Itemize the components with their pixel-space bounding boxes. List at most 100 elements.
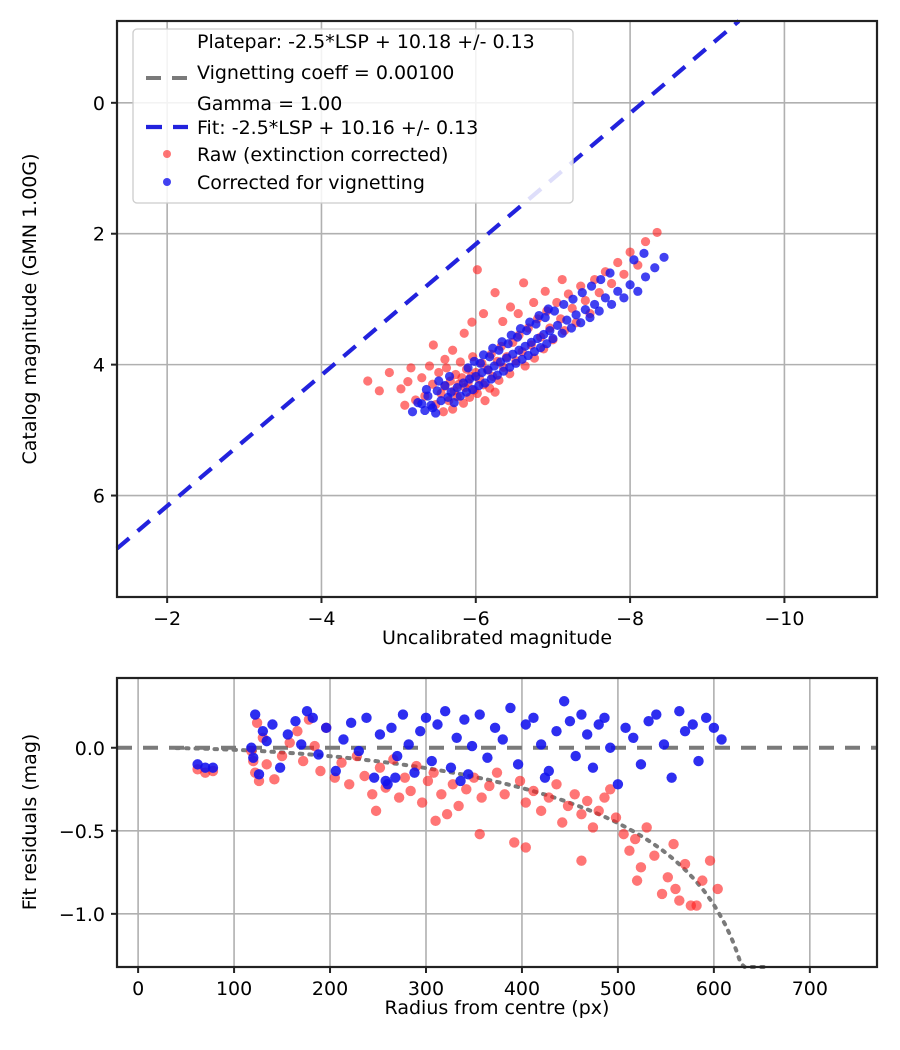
residual-point-corrected	[307, 712, 318, 724]
x-tick-label: 200	[312, 978, 348, 1000]
scatter-point-raw	[363, 376, 373, 386]
residual-point-corrected	[426, 755, 437, 767]
scatter-point-corrected	[659, 252, 669, 262]
scatter-point-corrected	[407, 407, 418, 417]
x-tick-label: 100	[216, 978, 252, 1000]
residual-point-corrected	[386, 722, 397, 734]
residual-point-raw	[359, 770, 370, 782]
scatter-point-corrected	[600, 293, 611, 303]
scatter-point-corrected	[444, 371, 455, 382]
residual-point-raw	[370, 805, 382, 817]
scatter-point-corrected	[629, 255, 639, 265]
residual-point-corrected	[361, 712, 372, 724]
legend-label-raw: Raw (extinction corrected)	[197, 144, 448, 166]
scatter-point-raw	[374, 386, 384, 396]
residual-point-corrected	[628, 732, 639, 743]
scatter-point-raw	[424, 361, 435, 371]
legend-label-vignetting-coeff: Vignetting coeff = 0.00100	[197, 62, 454, 84]
residual-point-corrected	[390, 772, 401, 783]
residual-point-corrected	[282, 729, 294, 740]
residual-point-corrected	[257, 725, 269, 737]
residual-point-raw	[292, 725, 303, 737]
scatter-point-raw	[448, 345, 458, 355]
residual-point-raw	[624, 845, 635, 856]
residual-point-corrected	[605, 742, 616, 753]
residual-point-raw	[535, 805, 547, 817]
residual-point-raw	[569, 789, 580, 800]
legend-label-gamma: Gamma = 1.00	[197, 93, 342, 115]
top-x-axis-label: Uncalibrated magnitude	[382, 627, 612, 649]
scatter-point-raw	[619, 269, 629, 279]
scatter-point-raw	[403, 377, 413, 387]
scatter-point-corrected	[605, 268, 615, 278]
top-x-tick-labels: −2 −4 −6 −8 −10	[153, 608, 804, 630]
residual-point-corrected	[570, 750, 581, 762]
residual-point-corrected	[338, 734, 349, 745]
residual-point-corrected	[451, 732, 462, 743]
scatter-point-raw	[428, 340, 438, 350]
residual-point-raw	[543, 792, 555, 803]
scatter-point-raw	[400, 400, 410, 410]
residual-point-raw	[251, 717, 263, 729]
x-tick-label: 400	[504, 978, 540, 1000]
scatter-point-corrected	[590, 299, 600, 310]
residual-point-corrected	[564, 715, 576, 727]
bottom-tickmarks	[111, 746, 811, 973]
residual-point-raw	[599, 792, 610, 803]
scatter-point-raw	[613, 257, 623, 268]
scatter-point-raw	[640, 236, 651, 247]
residual-point-corrected	[274, 762, 286, 773]
scatter-point-raw	[478, 308, 489, 319]
legend-box	[132, 28, 574, 204]
x-tick-label: −10	[764, 608, 804, 630]
residual-point-corrected	[439, 706, 451, 717]
legend-swatch-corrected-dot-blue	[163, 178, 171, 186]
x-tick-label: 700	[792, 978, 828, 1000]
scatter-point-corrected	[488, 343, 498, 353]
bottom-y-axis-label: Fit residuals (mag)	[19, 734, 41, 911]
residual-point-corrected	[374, 729, 386, 740]
residual-point-raw	[562, 800, 574, 812]
residual-point-raw	[405, 785, 416, 797]
residual-point-raw	[393, 792, 405, 803]
residual-point-corrected	[200, 762, 211, 773]
residual-point-raw	[261, 759, 272, 770]
scatter-point-corrected	[432, 386, 442, 396]
residual-point-corrected	[520, 719, 531, 730]
residual-point-corrected	[551, 725, 562, 737]
legend-swatch-raw-dot-red	[163, 150, 171, 158]
scatter-point-corrected	[421, 384, 432, 395]
residual-point-corrected	[576, 709, 587, 720]
scatter-point-raw	[505, 302, 516, 312]
residual-point-raw	[656, 888, 668, 900]
bottom-axes-frame	[115, 676, 879, 969]
residual-point-raw	[336, 757, 347, 768]
residual-point-corrected	[466, 740, 478, 752]
residual-point-corrected	[249, 709, 261, 720]
scatter-point-raw	[540, 286, 550, 296]
scatter-point-corrected	[413, 398, 423, 408]
residual-point-corrected	[497, 734, 508, 745]
residual-point-raw	[520, 842, 531, 853]
scatter-point-corrected	[613, 286, 623, 296]
scatter-point-raw	[384, 367, 394, 378]
residual-point-raw	[484, 780, 495, 792]
residual-point-corrected	[432, 719, 443, 730]
residual-point-corrected	[643, 715, 654, 727]
scatter-point-corrected	[420, 405, 430, 416]
legend-label-fit: Fit: -2.5*LSP + 10.16 +/- 0.13	[197, 117, 478, 139]
scatter-point-corrected	[548, 333, 558, 344]
x-tick-label: −2	[153, 608, 181, 630]
residual-point-corrected	[290, 715, 301, 727]
scatter-point-corrected	[557, 328, 567, 338]
scatter-point-raw	[519, 278, 529, 288]
residual-point-raw	[297, 755, 309, 767]
residual-point-corrected	[708, 722, 720, 734]
residual-point-raw	[284, 737, 295, 748]
scatter-point-raw	[652, 227, 662, 238]
scatter-point-corrected	[633, 286, 643, 296]
scatter-point-raw	[529, 297, 539, 308]
scatter-point-corrected	[580, 305, 590, 315]
residual-point-corrected	[403, 739, 414, 750]
residual-point-raw	[476, 792, 487, 803]
